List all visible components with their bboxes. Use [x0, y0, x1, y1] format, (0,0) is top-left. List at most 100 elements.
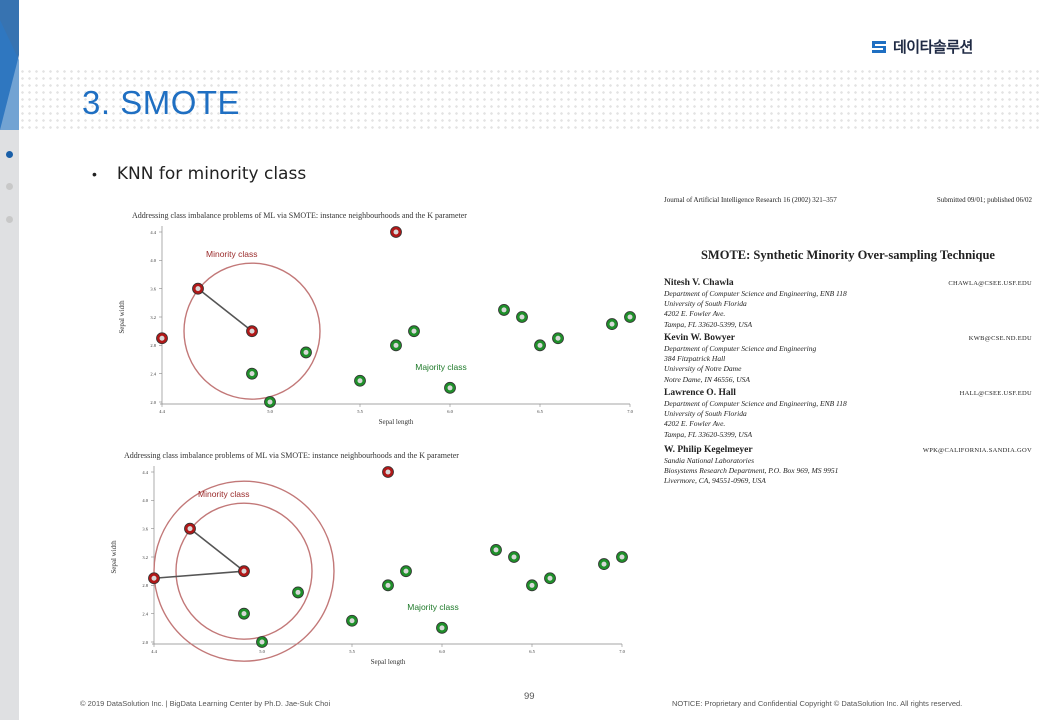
bullet-item: • KNN for minority class [92, 164, 306, 184]
author-affiliation: Livermore, CA, 94551-0969, USA [664, 476, 766, 486]
majority-point-core [393, 342, 399, 348]
paper-journal: Journal of Artificial Intelligence Resea… [664, 196, 837, 204]
x-tick-label: 5.5 [357, 409, 363, 414]
author-affiliation: 4202 E. Fowler Ave. [664, 309, 726, 319]
majority-point-core [411, 328, 417, 334]
majority-point-core [529, 582, 535, 588]
y-axis-label: Sepal width [118, 300, 126, 334]
y-tick-label: 2.8 [142, 583, 148, 588]
x-tick-label: 5.0 [259, 649, 265, 654]
side-accent-shape [0, 0, 19, 130]
minority-point-core [249, 328, 255, 334]
author-name: W. Philip Kegelmeyer [664, 445, 753, 455]
majority-point-core [447, 385, 453, 391]
author-name: Kevin W. Bowyer [664, 333, 735, 343]
author-email: CHAWLA@CSEE.USF.EDU [948, 280, 1032, 287]
minority-point-core [241, 568, 247, 574]
author-affiliation: Department of Computer Science and Engin… [664, 289, 847, 298]
y-tick-label: 3.2 [142, 555, 148, 560]
majority-point-core [547, 575, 553, 581]
y-tick-label: 2.4 [150, 371, 156, 376]
side-strip [0, 0, 19, 720]
x-tick-label: 6.0 [447, 409, 453, 414]
footer-notice: NOTICE: Proprietary and Confidential Cop… [672, 699, 963, 708]
neighbor-link [197, 288, 253, 332]
majority-point-core [601, 561, 607, 567]
y-axis-label: Sepal width [110, 540, 118, 574]
majority-point-core [267, 399, 273, 405]
majority-point-core [349, 618, 355, 624]
x-tick-label: 6.5 [537, 409, 543, 414]
x-tick-label: 6.0 [439, 649, 445, 654]
minority-point-core [159, 335, 165, 341]
majority-point-core [295, 589, 301, 595]
author-affiliation: University of South Florida [664, 299, 747, 309]
y-tick-label: 2.0 [150, 400, 156, 405]
author-affiliation: Sandia National Laboratories [664, 456, 755, 465]
x-tick-label: 5.0 [267, 409, 273, 414]
minority-point-core [195, 286, 201, 292]
majority-point-core [439, 625, 445, 631]
author-block: Kevin W. Bowyer KWB@CSE.ND.EDU Departmen… [664, 333, 1032, 385]
majority-point-core [609, 321, 615, 327]
nav-dot [6, 216, 13, 223]
paper-submitted: Submitted 09/01; published 06/02 [936, 196, 1032, 204]
author-name: Nitesh V. Chawla [664, 278, 734, 288]
paper-title: SMOTE: Synthetic Minority Over-sampling … [700, 248, 995, 262]
majority-point-core [249, 371, 255, 377]
majority-point-core [627, 314, 633, 320]
majority-point-core [537, 342, 543, 348]
neighborhood-circle [175, 502, 313, 640]
author-affiliation: Tampa, FL 33620-5399, USA [664, 429, 753, 439]
author-block: W. Philip Kegelmeyer WPK@CALIFORNIA.SAND… [664, 445, 1032, 487]
neighborhood-circle [183, 262, 321, 400]
majority-point-core [555, 335, 561, 341]
neighborhood-circle-outer [153, 480, 335, 662]
nav-dot-active [6, 151, 13, 158]
chart-svg: Addressing class imbalance problems of M… [110, 451, 628, 666]
x-tick-label: 7.0 [627, 409, 633, 414]
author-affiliation: Notre Dame, IN 46556, USA [664, 374, 750, 384]
majority-point-core [403, 568, 409, 574]
y-tick-label: 3.6 [150, 286, 156, 291]
x-tick-label: 5.5 [349, 649, 355, 654]
dot-pattern-band [19, 68, 1040, 130]
logo-text: 데이타솔루션 [893, 38, 973, 56]
x-tick-label: 7.0 [619, 649, 625, 654]
x-tick-label: 4.4 [159, 409, 165, 414]
author-email: HALL@CSEE.USF.EDU [959, 390, 1032, 397]
y-tick-label: 4.0 [142, 498, 148, 503]
logo-mark-icon [872, 40, 886, 53]
author-block: Lawrence O. Hall HALL@CSEE.USF.EDU Depar… [664, 388, 1032, 440]
author-affiliation: University of Notre Dame [664, 364, 742, 374]
x-axis-label: Sepal length [371, 658, 406, 666]
y-tick-label: 3.2 [150, 315, 156, 320]
smote-chart-k1: Addressing class imbalance problems of M… [108, 206, 648, 432]
author-affiliation: Tampa, FL 33620-5399, USA [664, 319, 753, 329]
author-affiliation: University of South Florida [664, 409, 747, 419]
y-tick-label: 3.6 [142, 526, 148, 531]
neighbor-link [153, 570, 245, 580]
majority-point-core [259, 639, 265, 645]
author-name: Lawrence O. Hall [664, 388, 736, 398]
majority-point-core [619, 554, 625, 560]
footer-copyright: © 2019 DataSolution Inc. | BigData Learn… [80, 699, 331, 708]
y-tick-label: 4.0 [150, 258, 156, 263]
author-affiliation: 384 Fitzpatrick Hall [664, 354, 726, 364]
author-affiliation: Department of Computer Science and Engin… [664, 399, 847, 408]
author-email: KWB@CSE.ND.EDU [968, 335, 1032, 342]
slide-title: 3. SMOTE [82, 84, 241, 121]
bullet-text: KNN for minority class [116, 164, 307, 184]
minority-point-core [385, 469, 391, 475]
majority-point-core [511, 554, 517, 560]
minority-point-core [187, 526, 193, 532]
author-affiliation: Biosystems Research Department, P.O. Box… [664, 466, 839, 476]
x-tick-label: 6.5 [529, 649, 535, 654]
majority-point-core [501, 307, 507, 313]
majority-point-core [519, 314, 525, 320]
smote-chart-k2: Addressing class imbalance problems of M… [100, 446, 640, 672]
minority-class-label: Minority class [206, 249, 257, 259]
majority-point-core [241, 611, 247, 617]
author-email: WPK@CALIFORNIA.SANDIA.GOV [922, 447, 1032, 454]
nav-dot [6, 183, 13, 190]
